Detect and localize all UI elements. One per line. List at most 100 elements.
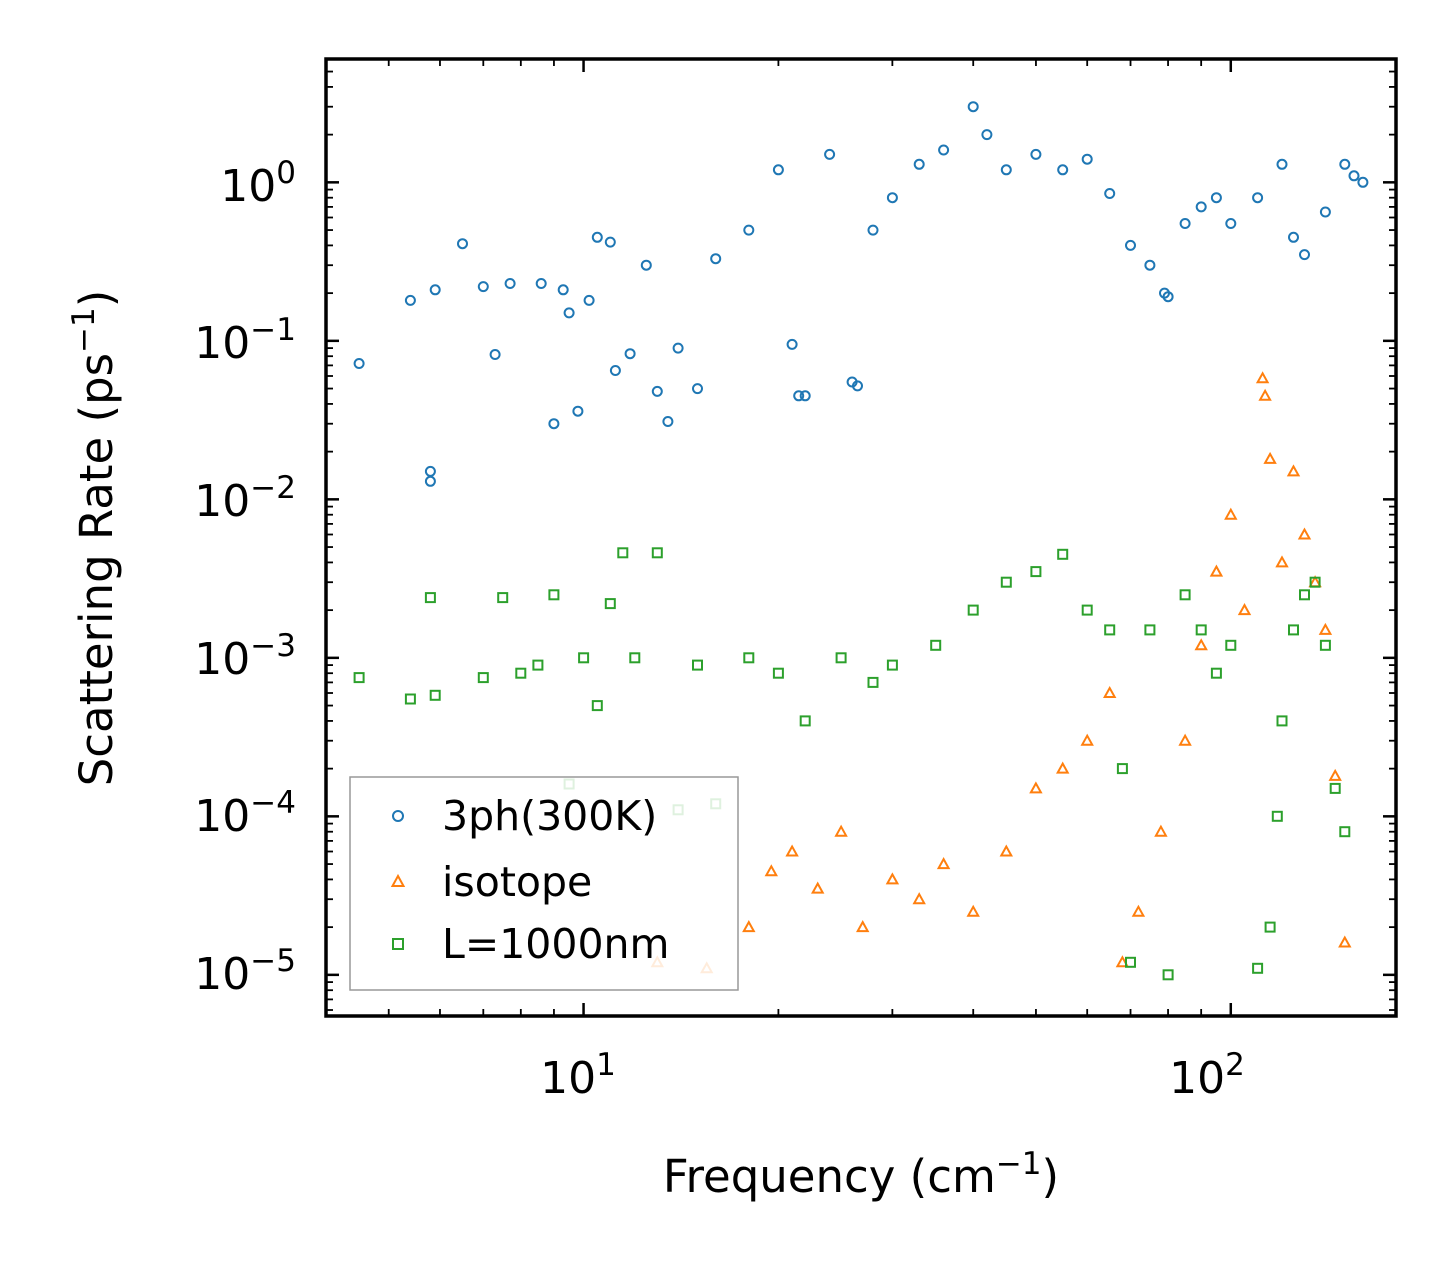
- point-square-3: [429, 689, 441, 701]
- y-tick-label-1e-1: 10−1: [194, 312, 296, 369]
- point-square-40: [1252, 962, 1264, 974]
- point-square-14: [629, 652, 641, 664]
- point-square-47: [1319, 639, 1331, 651]
- point-circle-23: [692, 383, 703, 395]
- point-circle-29: [799, 390, 811, 402]
- point-circle-32: [852, 380, 863, 392]
- point-triangle-24: [1237, 603, 1252, 616]
- point-triangle-6: [834, 824, 848, 837]
- plot-frame: [324, 57, 1398, 1018]
- point-square-20: [772, 667, 784, 679]
- point-square-31: [1104, 624, 1116, 636]
- point-circle-40: [1030, 148, 1042, 160]
- point-circle-10: [548, 418, 560, 430]
- point-square-35: [1162, 969, 1174, 981]
- point-triangle-13: [1029, 781, 1043, 794]
- legend-marker-boundary: [392, 938, 404, 950]
- point-square-1: [404, 693, 416, 705]
- point-triangle-3: [764, 864, 778, 877]
- point-triangle-33: [1328, 768, 1342, 781]
- point-square-15: [651, 547, 663, 559]
- point-circle-17: [609, 365, 621, 376]
- y-axis-title: Scattering Rate (ps−1): [66, 290, 123, 787]
- point-circle-51: [1225, 218, 1237, 229]
- point-circle-13: [572, 405, 584, 417]
- point-circle-28: [793, 390, 805, 402]
- point-triangle-14: [1056, 761, 1070, 774]
- point-circle-4: [429, 284, 441, 296]
- x-axis-title: Frequency (cm−1): [663, 1146, 1059, 1203]
- point-circle-26: [772, 164, 784, 176]
- point-circle-11: [557, 284, 569, 296]
- point-triangle-4: [785, 844, 799, 857]
- point-square-7: [532, 659, 544, 671]
- legend-label-boundary: L=1000nm: [442, 920, 669, 968]
- point-triangle-23: [1224, 507, 1238, 520]
- point-square-12: [604, 598, 616, 610]
- point-triangle-26: [1258, 388, 1272, 401]
- point-square-10: [578, 652, 590, 664]
- point-square-29: [1057, 548, 1069, 560]
- tick-labels: 101 102 100 10−1 10−2 10−3 10−4 10−5: [194, 155, 1245, 1104]
- point-square-2: [424, 592, 436, 604]
- y-tick-label-1e0: 100: [220, 155, 296, 212]
- point-circle-36: [938, 144, 950, 156]
- point-circle-27: [786, 338, 798, 350]
- point-circle-39: [1000, 164, 1012, 176]
- point-circle-48: [1179, 218, 1191, 229]
- point-triangle-2: [742, 920, 756, 933]
- point-circle-41: [1057, 164, 1069, 176]
- point-circle-53: [1276, 158, 1288, 170]
- point-square-44: [1288, 624, 1299, 636]
- point-circle-49: [1195, 201, 1207, 213]
- y-tick-label-1e-3: 10−3: [194, 628, 296, 685]
- point-square-21: [799, 715, 811, 727]
- point-triangle-11: [966, 904, 980, 917]
- point-circle-54: [1288, 231, 1299, 243]
- point-triangle-25: [1255, 371, 1270, 384]
- point-square-24: [886, 659, 898, 671]
- point-square-11: [591, 700, 603, 712]
- point-triangle-8: [885, 872, 900, 885]
- point-square-5: [497, 592, 509, 604]
- point-square-13: [617, 547, 629, 559]
- point-triangle-10: [936, 857, 951, 870]
- point-square-19: [743, 652, 755, 664]
- point-circle-42: [1081, 153, 1093, 165]
- point-circle-5: [457, 238, 468, 250]
- point-circle-37: [967, 101, 979, 113]
- point-square-41: [1264, 921, 1276, 933]
- data-points: [353, 101, 1369, 981]
- point-square-6: [515, 667, 527, 679]
- point-triangle-32: [1318, 622, 1333, 635]
- point-square-37: [1195, 624, 1207, 636]
- legend-label-3ph: 3ph(300K): [442, 792, 657, 840]
- y-tick-label-1e-4: 10−4: [194, 785, 296, 842]
- point-circle-52: [1252, 192, 1264, 204]
- point-triangle-18: [1131, 904, 1146, 917]
- point-circle-38: [981, 129, 993, 141]
- point-square-28: [1030, 566, 1042, 578]
- point-circle-0: [353, 358, 365, 369]
- point-circle-22: [672, 342, 684, 354]
- legend: 3ph(300K) isotope L=1000nm: [349, 776, 739, 991]
- point-triangle-15: [1080, 733, 1094, 746]
- point-triangle-28: [1275, 555, 1289, 568]
- point-circle-3: [424, 475, 436, 487]
- point-circle-45: [1144, 259, 1156, 271]
- point-circle-35: [913, 158, 925, 170]
- point-square-8: [548, 589, 560, 601]
- point-circle-8: [504, 278, 516, 289]
- point-circle-50: [1210, 192, 1222, 204]
- point-triangle-7: [856, 920, 870, 933]
- point-circle-33: [867, 224, 879, 236]
- point-circle-19: [640, 259, 652, 271]
- point-square-25: [930, 639, 942, 651]
- point-triangle-22: [1209, 564, 1224, 577]
- point-square-26: [967, 604, 979, 616]
- point-triangle-17: [1115, 955, 1130, 968]
- point-triangle-34: [1338, 935, 1352, 948]
- point-square-30: [1081, 604, 1093, 616]
- point-circle-15: [591, 231, 603, 243]
